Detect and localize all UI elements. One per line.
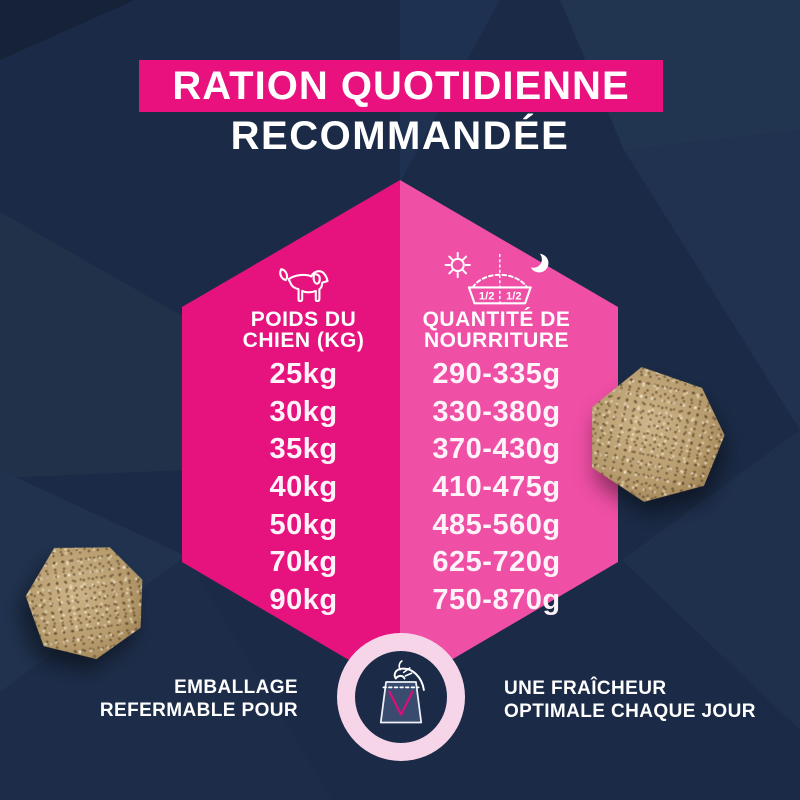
quantity-cell: 625-720g bbox=[432, 546, 561, 579]
sun-icon bbox=[444, 251, 471, 279]
quantity-cell: 290-335g bbox=[432, 358, 561, 391]
footer-left-label: EMBALLAGE REFERMABLE POUR bbox=[100, 676, 298, 722]
quantity-cell: 410-475g bbox=[432, 471, 561, 504]
footer-left-line1: EMBALLAGE bbox=[174, 677, 298, 698]
kibble-image bbox=[18, 535, 153, 669]
weight-column-header: POIDS DU CHIEN (KG) bbox=[196, 308, 411, 352]
weight-cell: 25kg bbox=[269, 358, 338, 391]
footer-right-line2: OPTIMALE CHAQUE JOUR bbox=[504, 701, 756, 722]
weight-cell: 50kg bbox=[269, 508, 338, 541]
quantity-column-header: QUANTITÉ DE NOURRITURE bbox=[389, 308, 604, 352]
weight-cell: 40kg bbox=[269, 471, 338, 504]
quantity-cell: 485-560g bbox=[432, 508, 561, 541]
resealable-bag-badge bbox=[337, 633, 465, 761]
page-subtitle: RECOMMANDÉE bbox=[230, 114, 570, 158]
dog-icon bbox=[196, 248, 411, 308]
quantity-header-line2: NOURRITURE bbox=[424, 328, 569, 352]
quantity-cell: 370-430g bbox=[432, 433, 561, 466]
quantity-cell: 750-870g bbox=[432, 583, 561, 616]
footer-right-label: UNE FRAÎCHEUR OPTIMALE CHAQUE JOUR bbox=[504, 677, 756, 723]
resealable-bag-icon bbox=[355, 651, 447, 743]
weight-cell: 70kg bbox=[269, 546, 338, 579]
bowl-half-left-label: 1/2 bbox=[478, 291, 494, 303]
weight-header-line2: CHIEN (KG) bbox=[242, 328, 365, 352]
kibble-texture bbox=[18, 535, 153, 669]
weight-cell: 35kg bbox=[269, 433, 338, 466]
moon-icon bbox=[529, 253, 548, 273]
bowl-half-right-label: 1/2 bbox=[506, 291, 522, 303]
day-night-bowl-icon: 1/2 1/2 bbox=[389, 248, 604, 308]
footer-right-line1: UNE FRAÎCHEUR bbox=[504, 678, 667, 699]
food-bowl-icon: 1/2 1/2 bbox=[467, 253, 532, 306]
quantity-column: 1/2 1/2 QUANTITÉ DE NOURRITURE 290-335g … bbox=[389, 248, 604, 619]
quantity-header-line1: QUANTITÉ DE bbox=[422, 308, 571, 331]
page-title: RATION QUOTIDIENNE bbox=[172, 63, 630, 108]
weight-cell: 90kg bbox=[269, 583, 338, 616]
weight-column: POIDS DU CHIEN (KG) 25kg 30kg 35kg 40kg … bbox=[196, 248, 411, 619]
kibble-image bbox=[574, 357, 737, 517]
quantity-cell: 330-380g bbox=[432, 395, 561, 428]
footer-left-line2: REFERMABLE POUR bbox=[99, 700, 298, 721]
weight-header-line1: POIDS DU bbox=[250, 308, 357, 331]
title-banner: RATION QUOTIDIENNE bbox=[139, 60, 663, 112]
weight-cell: 30kg bbox=[269, 395, 338, 428]
quantity-values: 290-335g 330-380g 370-430g 410-475g 485-… bbox=[389, 356, 604, 619]
weight-values: 25kg 30kg 35kg 40kg 50kg 70kg 90kg bbox=[196, 356, 411, 619]
kibble-texture bbox=[574, 357, 737, 517]
